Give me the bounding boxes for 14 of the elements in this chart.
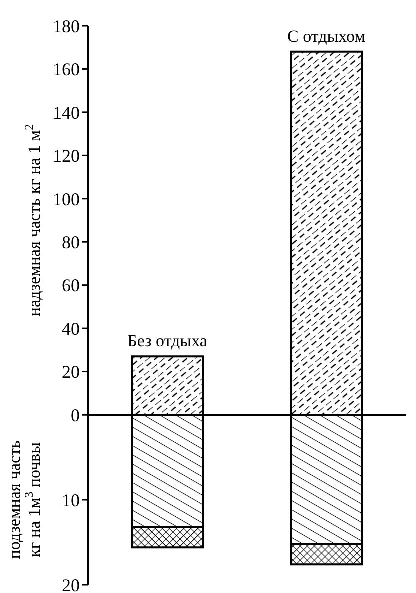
y-tick-label: 10 xyxy=(62,490,80,510)
y-tick-label: 100 xyxy=(53,189,80,210)
y-tick-label: 20 xyxy=(62,575,80,593)
y-tick-label: 140 xyxy=(53,102,80,123)
x-tick-label: Без отдыха xyxy=(128,332,208,351)
y-tick-label: 160 xyxy=(53,60,80,80)
y-tick-label: 20 xyxy=(62,362,80,382)
y-tick-label: 40 xyxy=(62,318,80,339)
y-tick-label: 180 xyxy=(53,16,80,36)
x-tick-label: С отдыхом xyxy=(288,26,366,46)
y-tick-label: 120 xyxy=(53,146,80,166)
y-tick-label: 0 xyxy=(71,405,80,426)
y-tick-label: 60 xyxy=(62,276,80,296)
y-tick-label: 80 xyxy=(62,232,80,252)
